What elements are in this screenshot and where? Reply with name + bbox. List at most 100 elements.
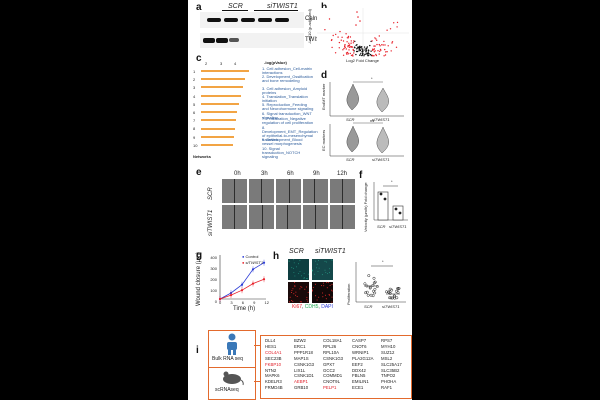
ki67-dot [306,286,307,288]
volcano-point [352,55,354,57]
gene-name: RPL26 [323,343,337,349]
sitwist1-point [240,289,244,292]
volcano-point [393,22,395,24]
volcano-point [379,48,382,51]
gene-name: FRMD4B [265,385,283,391]
fluorescence-dots [288,259,333,303]
ki67-dot [289,296,291,298]
gene-name: COMMD1 [323,373,343,379]
gene-name: PLA2G12A [352,355,374,361]
go-term: 1. Cell adhesion_Cell-matrix interaction… [262,66,313,75]
cdh5-dot [293,259,295,261]
volcano-point [361,48,363,50]
volcano-x-label: Log2 Fold Change [346,58,379,63]
volcano-point [367,55,369,57]
volcano-point [366,47,368,49]
ki67-dot [307,300,309,302]
violin-ylabel-endmt: EndMT marker [321,83,326,110]
scr-prolif-point [373,287,377,291]
scr-prolif-point [372,281,376,285]
h-col-scr: SCR [289,248,304,255]
scr-prolif-point [372,276,376,280]
scratch-image [330,205,355,229]
scr-prolif-point [367,274,371,278]
cdh5-dot [306,278,307,279]
volcano-point [335,33,337,36]
volcano-point [368,50,370,52]
volcano-point [346,41,348,43]
ki67-dot [288,301,290,303]
cdh5-dot [329,272,330,274]
ki67-dot [299,288,301,290]
scratch-image [303,205,328,229]
cdh5-dot [317,271,319,272]
volcano-point [358,50,360,52]
violin-ylabel-ec: EC markers [321,129,326,151]
ki67-dot [323,285,325,287]
twist1-blot [200,33,304,48]
volcano-point [348,49,350,51]
go-tick-4: 4 [234,61,237,66]
volcano-point [353,46,356,48]
volcano-point [355,53,357,56]
sitwist1-prolif-point [389,296,393,300]
volcano-point [355,24,357,26]
gene-name: CSNK1G3 [323,355,344,361]
gene-name: PELP1 [323,385,337,391]
cdh5-dot [329,268,331,270]
volcano-point [356,50,359,53]
ki67-dot [306,296,308,298]
connector-line [254,381,260,382]
volcano-point [369,44,371,47]
gene-name: MYH10 [381,343,396,349]
wound-xlabel: Time (h) [233,306,256,312]
velocity-sig: * [391,179,393,184]
ki67-dot [291,300,293,301]
ki67-dot [314,283,316,285]
volcano-point [356,11,358,13]
gene-name: CSNK1G3 [294,361,315,367]
volcano-point [384,54,387,56]
calnexin-label: Calnexin [305,16,329,22]
cdh5-dot [316,267,317,269]
volcano-point [350,54,353,57]
gene-name: NTN2 [265,367,277,373]
row-label-sitwist1: siTWIST1 [208,209,214,236]
gene-column: CASP7 CNOT6 WRNIP1 PLA2G12A EEF2 DDX42 FBLN5 EM… [352,338,374,391]
ki67-dot [306,298,308,300]
cdh5-dot [299,260,301,262]
volcano-point [332,34,334,37]
control-line [219,262,265,300]
volcano-point [349,36,352,38]
volcano-point [375,53,377,56]
time-label-12h: 12h [337,171,348,177]
cdh5-dot [293,262,295,264]
volcano-point [370,54,373,57]
volcano-point [364,53,366,56]
scratch-image [249,205,274,229]
gene-name: KDELR3 [265,379,282,385]
volcano-point [364,48,366,50]
cdh5-dot [301,275,302,277]
cdh5-dot [318,267,320,269]
violin-x-scr-1: SCR [346,117,355,122]
group-scr-label: SCR [228,3,243,10]
violin-sig-2: ns [370,118,375,123]
gene-name: ECE1 [352,385,364,391]
cdh5-dot [308,273,309,275]
volcano-point [373,55,375,57]
volcano-point [382,44,384,46]
volcano-point [379,45,381,47]
sitwist1-group-line [254,10,298,11]
scr-group-line [222,10,248,11]
ki67-dot [315,295,317,297]
ki67-dot [322,296,324,298]
go-term: 7. Proliferation_Negative regulation of … [262,116,314,125]
ki67-dot [331,283,333,285]
volcano-point [369,53,372,56]
cdh5-dot [296,266,297,268]
gene-name: MSL2 [381,355,393,361]
prolif-x-sitwist1: siTWIST1 [382,304,400,309]
ki67-dot [312,290,313,292]
volcano-point [371,49,374,51]
